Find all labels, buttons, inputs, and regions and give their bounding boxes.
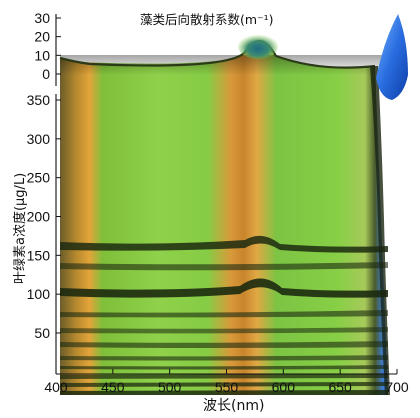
y-tick-label: 300 [27, 131, 51, 147]
x-tick-label: 400 [44, 379, 68, 395]
y-axis-title: 叶绿素a浓度(μg/L) [12, 173, 28, 284]
y-tick-label: 150 [27, 247, 51, 263]
y-ticks: 50 100 150 200 250 300 350 [27, 92, 61, 341]
x-tick-label: 650 [328, 379, 352, 395]
y-tick-label: 200 [27, 209, 51, 225]
x-ticks: 400 450 500 550 600 650 700 [44, 369, 409, 395]
surface-peak-highlight [238, 33, 278, 59]
y-tick-label: 50 [34, 325, 50, 341]
x-tick-label: 700 [385, 379, 409, 395]
z-ticks: 0 10 20 30 [34, 10, 61, 82]
z-tick-label: 10 [34, 47, 50, 63]
y-tick-label: 350 [27, 92, 51, 108]
x-tick-label: 550 [215, 379, 239, 395]
z-tick-label: 20 [34, 29, 50, 45]
x-tick-label: 600 [272, 379, 296, 395]
blue-peak [376, 14, 408, 100]
surface-shade [60, 55, 388, 395]
trough-ridge [370, 66, 390, 395]
y-tick-label: 250 [27, 170, 51, 186]
y-tick-label: 100 [27, 286, 51, 302]
contour-bands [60, 235, 388, 395]
x-tick-label: 450 [101, 379, 125, 395]
x-tick-label: 500 [158, 379, 182, 395]
x-axis-title: 波长(nm) [203, 398, 264, 414]
chart-title: 藻类后向散射系数(m⁻¹) [140, 12, 274, 27]
z-tick-label: 0 [42, 66, 50, 82]
z-tick-label: 30 [34, 10, 50, 26]
